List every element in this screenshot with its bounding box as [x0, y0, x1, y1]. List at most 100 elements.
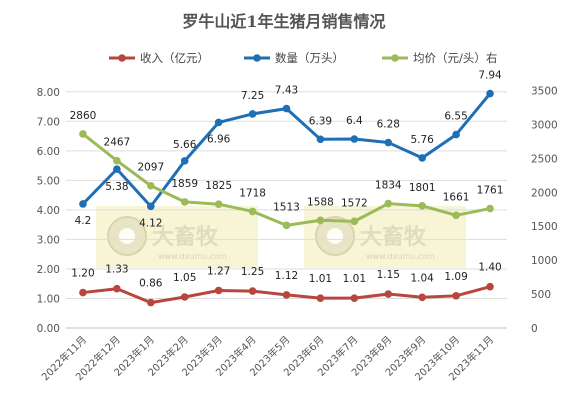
legend: 收入（亿元） 数量（万头） 均价（元/头）右: [109, 51, 497, 65]
left-tick-label: 5.00: [37, 175, 60, 187]
data-label: 7.43: [275, 85, 298, 97]
series-均价-元-头-右: [79, 130, 494, 230]
data-point: [384, 199, 393, 208]
data-label: 1.05: [173, 272, 196, 284]
data-point: [350, 217, 359, 226]
data-point: [248, 207, 257, 216]
data-point: [79, 200, 87, 208]
left-axis: 0.00 1.00 2.00 3.00 4.00 5.00 6.00 7.00 8.00: [37, 87, 60, 335]
data-point: [248, 287, 257, 295]
legend-label: 收入（亿元）: [140, 51, 209, 65]
data-point: [452, 292, 460, 300]
data-point: [316, 216, 325, 225]
data-point: [452, 130, 460, 139]
watermark-1: 大畜牧 www.dxumu.com: [96, 206, 258, 268]
data-point: [113, 165, 121, 173]
legend-item: 数量（万头）: [244, 51, 344, 65]
data-point: [248, 110, 257, 118]
data-point: [418, 154, 426, 162]
series-数量-万头: [79, 89, 494, 211]
data-point: [486, 282, 494, 291]
series-lines: [79, 89, 494, 307]
data-label: 1572: [341, 197, 368, 209]
right-tick-label: 3500: [531, 86, 558, 98]
left-tick-label: 2.00: [37, 264, 60, 276]
data-point: [147, 202, 155, 211]
left-tick-label: 6.00: [37, 146, 60, 158]
data-label: 6.28: [377, 119, 400, 131]
data-label: 1.40: [478, 262, 501, 274]
data-label: 1513: [273, 201, 300, 213]
right-tick-label: 2000: [531, 187, 558, 199]
data-point: [180, 157, 189, 165]
data-label: 1.04: [410, 272, 434, 284]
watermark-url: www.dxumu.com: [366, 252, 435, 261]
data-point: [214, 118, 223, 127]
legend-item: 均价（元/头）右: [382, 51, 497, 65]
data-point: [79, 288, 87, 297]
data-point: [418, 293, 426, 302]
data-label: 7.25: [241, 90, 264, 102]
data-point: [113, 284, 121, 293]
data-label: 6.55: [444, 111, 467, 123]
data-point: [214, 286, 223, 295]
data-point: [282, 221, 291, 230]
data-label: 1761: [477, 185, 504, 197]
data-point: [147, 181, 155, 190]
legend-item: 收入（亿元）: [109, 51, 209, 65]
data-label: 1801: [409, 182, 436, 194]
left-tick-label: 4.00: [37, 205, 60, 217]
left-tick-label: 7.00: [37, 116, 60, 128]
data-point: [282, 291, 291, 299]
right-axis: 0 500 1000 1500 2000 2500 3000 3500: [531, 86, 558, 335]
data-point: [316, 294, 325, 302]
watermarks: 大畜牧 www.dxumu.com 大畜牧 www.dxumu.com: [96, 206, 466, 268]
data-point: [486, 204, 494, 213]
data-label: 5.66: [173, 139, 197, 151]
data-label: 1718: [239, 187, 266, 199]
chart-title: 罗牛山近1年生猪月销售情况: [182, 12, 385, 31]
data-label: 5.38: [105, 181, 128, 193]
data-point: [147, 298, 155, 307]
data-label: 1.25: [241, 266, 264, 278]
series-收入-亿元: [79, 282, 494, 307]
data-label: 1.09: [444, 271, 467, 283]
data-label: 6.39: [309, 115, 332, 127]
right-tick-label: 1500: [531, 221, 558, 233]
data-point: [486, 89, 494, 98]
data-label: 7.94: [478, 70, 502, 82]
data-point: [384, 138, 393, 147]
legend-label: 数量（万头）: [275, 51, 344, 65]
data-label: 1.12: [275, 270, 298, 282]
data-label: 1.33: [105, 264, 128, 276]
right-tick-label: 2500: [531, 153, 558, 165]
watermark-url: www.dxumu.com: [158, 252, 227, 261]
left-tick-label: 1.00: [37, 293, 60, 305]
data-point: [214, 200, 223, 208]
watermark-brand: 大畜牧: [360, 224, 427, 250]
right-tick-label: 0: [531, 323, 538, 335]
data-point: [452, 211, 460, 220]
data-point: [180, 293, 189, 301]
data-label: 1.20: [71, 268, 94, 280]
data-label: 0.86: [139, 278, 163, 290]
data-label: 4.2: [75, 215, 92, 227]
data-label: 6.96: [207, 133, 231, 145]
data-labels: 1.20 1.33 0.86 1.05 1.27 1.25 1.12 1.01 1.01 1.15…: [70, 70, 504, 290]
data-label: 1859: [171, 178, 198, 190]
watermark-2: 大畜牧 www.dxumu.com: [304, 206, 466, 268]
data-label: 2097: [137, 162, 164, 174]
data-point: [350, 135, 359, 143]
data-label: 4.12: [139, 217, 162, 229]
right-tick-label: 500: [531, 289, 551, 301]
data-label: 1661: [443, 191, 470, 203]
data-label: 2860: [70, 110, 97, 122]
data-label: 1834: [375, 180, 402, 192]
left-tick-label: 8.00: [37, 87, 60, 99]
data-point: [180, 198, 189, 206]
left-tick-label: 0.00: [37, 323, 60, 335]
data-label: 1.27: [207, 265, 230, 277]
data-label: 1.01: [343, 273, 366, 285]
